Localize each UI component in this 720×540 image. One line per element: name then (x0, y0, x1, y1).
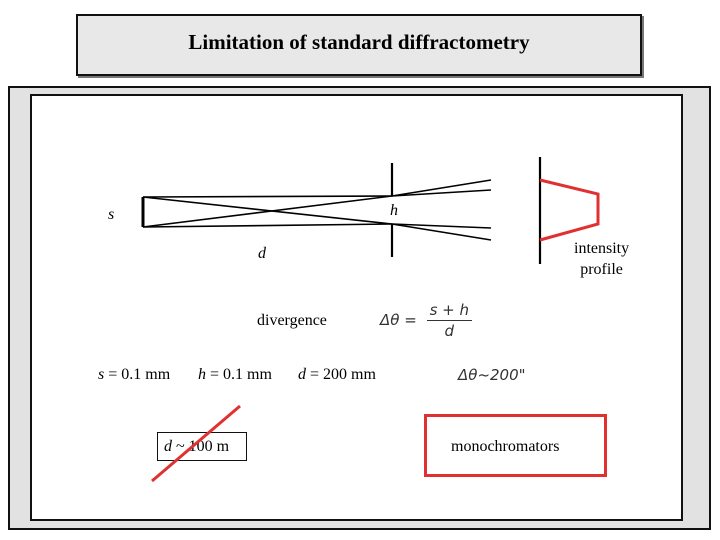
required-distance-box (157, 432, 247, 461)
param-h: h = 0.1 mm (198, 367, 272, 383)
ray-bottom-parallel (142, 223, 393, 228)
param-s: s = 0.1 mm (98, 367, 170, 383)
param-s-value: = 0.1 mm (104, 366, 171, 383)
formula-fraction: s + h d (426, 301, 472, 340)
ray-bottom-diverging (391, 223, 492, 229)
cross-out-line (151, 404, 241, 483)
content-frame-inner (30, 94, 683, 521)
ray-cross-down (142, 196, 393, 225)
divergence-result: Δθ~200" (458, 366, 526, 384)
ray-top-parallel (142, 195, 393, 198)
label-h: h (390, 202, 398, 219)
param-s-symbol: s (98, 366, 105, 383)
label-s: s (108, 206, 115, 223)
intensity-label-line2: profile (580, 261, 623, 278)
title-box: Limitation of standard diffractometry (76, 14, 642, 76)
intensity-profile-label: intensity profile (574, 238, 629, 280)
intensity-profile-curve (539, 178, 600, 242)
divergence-label: divergence (257, 312, 327, 329)
slide-title: Limitation of standard diffractometry (188, 29, 530, 54)
monochromators-box (424, 414, 607, 477)
param-h-symbol: h (198, 366, 206, 383)
param-h-value: = 0.1 mm (206, 366, 272, 383)
monochromators-label: monochromators (451, 438, 560, 455)
param-d: d = 200 mm (298, 367, 376, 383)
param-d-value: = 200 mm (306, 366, 376, 383)
formula-lhs: Δθ = (380, 311, 417, 329)
param-d-symbol: d (298, 366, 306, 383)
divergence-formula: Δθ = s + h d (380, 301, 472, 340)
ray-bottom-mid (391, 223, 492, 241)
label-d: d (258, 245, 266, 262)
formula-numerator: s + h (426, 301, 472, 321)
intensity-label-line1: intensity (574, 240, 630, 257)
ray-cross-up (142, 195, 393, 228)
ray-top-diverging (391, 189, 492, 197)
required-distance-symbol: d (164, 438, 172, 455)
formula-denominator: d (444, 322, 455, 340)
ray-top-mid (391, 179, 492, 197)
